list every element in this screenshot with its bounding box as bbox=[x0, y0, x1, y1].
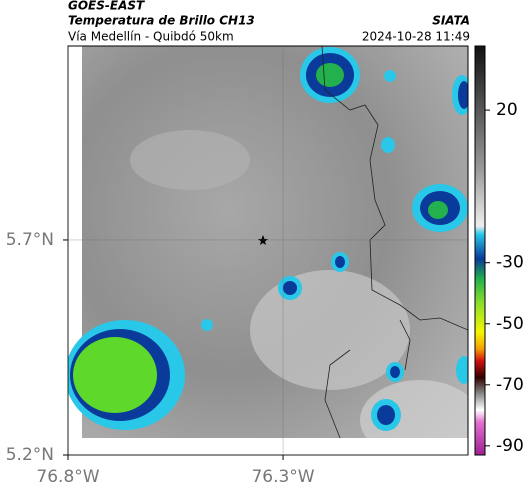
satellite-image bbox=[68, 46, 468, 455]
colorbar-tick-label: 20 bbox=[496, 100, 518, 120]
boundary bbox=[321, 46, 468, 439]
lon-tick-label: 76.8°W bbox=[36, 467, 99, 487]
source: GOES-EAST bbox=[68, 0, 145, 13]
lon-tick-label: 76.3°W bbox=[251, 467, 314, 487]
colorbar-tick-label: -30 bbox=[496, 253, 524, 273]
colorbar-tick-label: -70 bbox=[496, 375, 524, 395]
datetime: 2024-10-28 11:49 bbox=[362, 30, 470, 44]
cold-clouds bbox=[68, 47, 468, 431]
agency: SIATA bbox=[432, 14, 470, 28]
colorbar-tick-label: -90 bbox=[496, 436, 524, 456]
lat-tick-label: 5.7°N bbox=[6, 230, 54, 250]
lat-tick-label: 5.2°N bbox=[6, 445, 54, 465]
region: Vía Medellín - Quibdó 50km bbox=[68, 30, 234, 44]
colorbar-tick-label: -50 bbox=[496, 314, 524, 334]
title: Temperatura de Brillo CH13 bbox=[68, 14, 255, 28]
colorbar bbox=[474, 45, 486, 456]
